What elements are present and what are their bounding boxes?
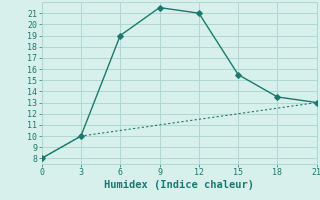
X-axis label: Humidex (Indice chaleur): Humidex (Indice chaleur) [104,180,254,190]
